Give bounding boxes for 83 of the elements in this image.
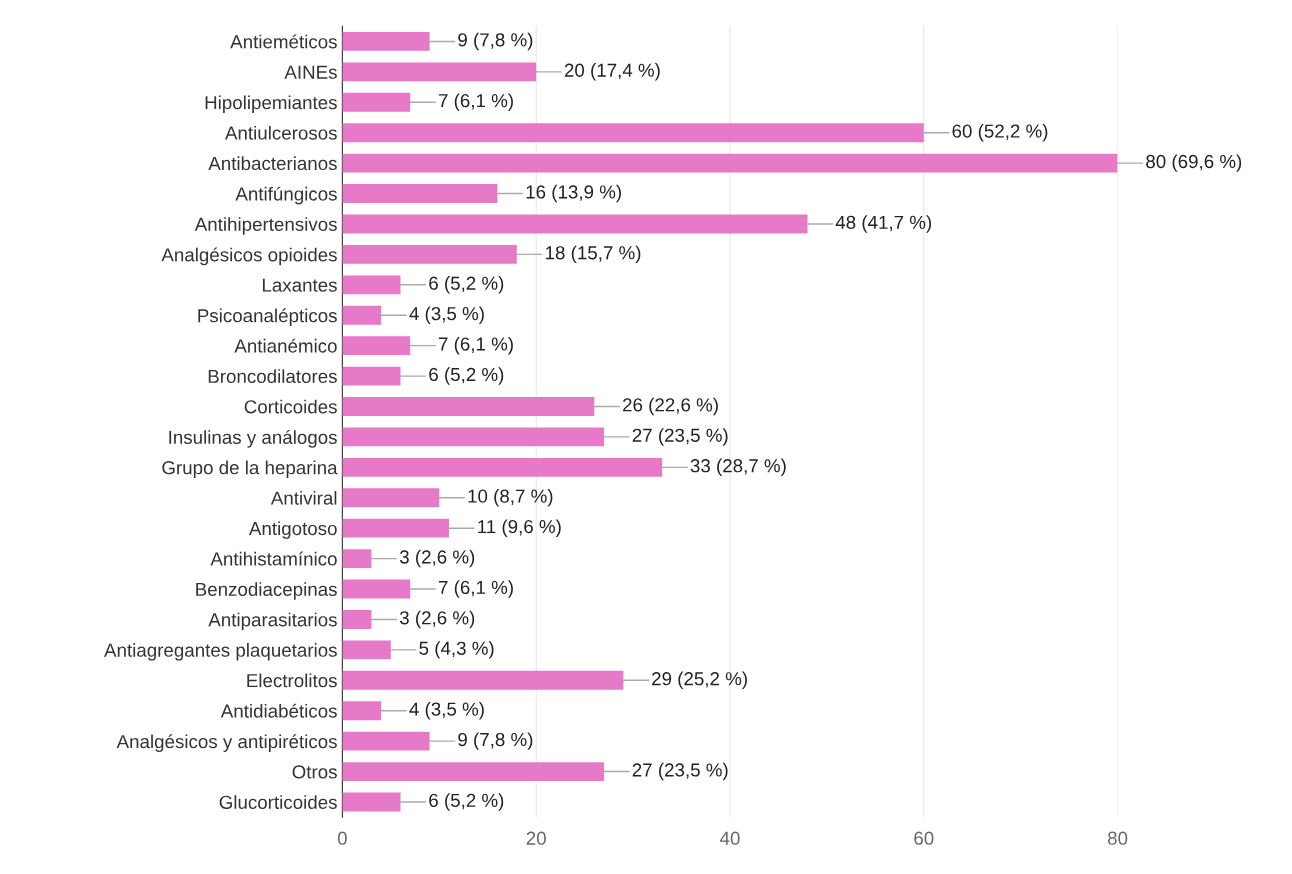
bar — [342, 275, 401, 295]
data-label: 26 (22,6 %) — [623, 397, 718, 416]
y-tick-label: Antibacterianos — [208, 156, 337, 171]
data-label: 6 (5,2 %) — [429, 367, 504, 385]
bar — [342, 184, 498, 203]
y-tick-label: Antihistamínico — [210, 551, 337, 566]
y-tick-label: Antihipertensivos — [194, 217, 337, 235]
y-tick-label: Antiparasitarios — [208, 612, 337, 631]
data-label: 3 (2,6 %) — [399, 549, 475, 568]
bar — [342, 549, 372, 569]
y-tick-label: Antiagregantes plaquetarios — [104, 643, 337, 661]
data-label: 27 (23,5 %) — [632, 428, 728, 446]
x-tick-label: 40 — [719, 831, 740, 845]
data-label: 60 (52,2 %) — [952, 123, 1048, 142]
data-label: 5 (4,3 %) — [419, 641, 494, 659]
data-label: 6 (5,2 %) — [429, 276, 504, 294]
y-tick-label: Analgésicos y antipiréticos — [116, 734, 337, 752]
x-tick-label: 0 — [337, 831, 347, 845]
bar — [342, 305, 382, 325]
bar — [342, 244, 517, 264]
y-tick-label: Electrolitos — [247, 673, 337, 688]
data-label: 6 (5,2 %) — [429, 793, 504, 811]
y-tick-label: Antieméticos — [230, 34, 337, 49]
data-label: 10 (8,7 %) — [468, 489, 553, 507]
bar — [342, 762, 605, 781]
data-label: 11 (9,6 %) — [478, 519, 561, 537]
y-tick-label: Glucorticoides — [219, 795, 337, 809]
y-tick-label: Psicoanalépticos — [198, 308, 337, 327]
bar — [342, 579, 411, 599]
y-tick-label: Benzodiacepinas — [196, 582, 337, 600]
y-tick-label: Analgésicos opioides — [161, 247, 337, 266]
y-tick-label: Laxantes — [262, 278, 337, 292]
y-tick-label: Grupo de la heparina — [162, 460, 338, 479]
y-tick-label: Antiulcerosos — [225, 125, 337, 140]
bar — [342, 397, 595, 416]
y-tick-label: Antigotoso — [248, 521, 337, 539]
bar — [342, 62, 537, 82]
data-label: 80 (69,6 %) — [1146, 154, 1242, 172]
bar — [342, 336, 411, 356]
data-label: 33 (28,7 %) — [690, 458, 786, 477]
bar — [342, 792, 401, 812]
y-tick-label: Otros — [292, 765, 337, 779]
y-tick-label: Antidiabéticos — [220, 703, 337, 718]
data-label: 9 (7,8 %) — [458, 732, 533, 750]
bar — [342, 610, 372, 629]
data-label: 7 (6,1 %) — [438, 336, 513, 355]
bar — [342, 427, 605, 447]
x-tick-label: 60 — [914, 831, 934, 845]
data-label: 3 (2,6 %) — [399, 610, 475, 629]
bar — [342, 488, 440, 508]
y-tick-label: Antianémico — [234, 338, 337, 353]
bar — [342, 123, 924, 143]
data-label: 4 (3,5 %) — [409, 701, 484, 720]
data-label: 7 (6,1 %) — [438, 580, 513, 598]
y-tick-label: Broncodilatores — [208, 369, 337, 384]
bar — [342, 92, 411, 112]
y-tick-label: Antiviral — [270, 490, 337, 505]
y-tick-label: AINEs — [284, 65, 337, 79]
y-tick-label: Corticoides — [244, 399, 337, 414]
bar — [342, 153, 1118, 173]
y-tick-label: Hipolipemiantes — [205, 95, 337, 113]
y-tick-label: Antifúngicos — [235, 186, 337, 205]
bar — [342, 670, 624, 690]
data-label: 20 (17,4 %) — [564, 63, 660, 81]
data-label: 16 (13,9 %) — [526, 184, 621, 203]
data-label: 4 (3,5 %) — [409, 306, 484, 324]
data-label: 7 (6,1 %) — [438, 93, 513, 112]
bar — [342, 518, 449, 538]
y-tick-label: Insulinas y análogos — [169, 430, 337, 448]
bar — [342, 366, 401, 386]
bar — [342, 731, 430, 751]
data-label: 48 (41,7 %) — [835, 215, 932, 233]
data-label: 18 (15,7 %) — [546, 245, 641, 264]
x-tick-label: 20 — [526, 831, 546, 845]
bar — [342, 640, 391, 660]
data-label: 27 (23,5 %) — [632, 762, 728, 781]
bar — [342, 214, 808, 234]
bar — [342, 32, 430, 51]
data-label: 9 (7,8 %) — [458, 32, 533, 51]
x-tick-label: 80 — [1107, 831, 1128, 845]
bar — [342, 457, 663, 477]
bar — [342, 701, 382, 721]
data-label: 29 (25,2 %) — [652, 671, 747, 690]
